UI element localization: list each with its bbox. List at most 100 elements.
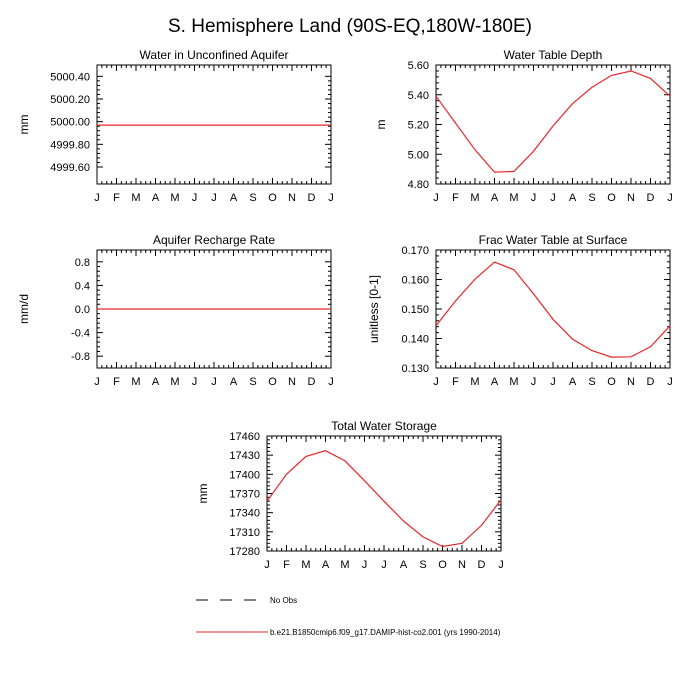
- panel-title: Frac Water Table at Surface: [479, 233, 628, 247]
- x-tick-label: M: [170, 376, 179, 388]
- x-tick-label: S: [588, 376, 595, 388]
- x-tick-label: J: [381, 559, 387, 571]
- x-tick-label: A: [322, 559, 330, 571]
- x-tick-label: J: [192, 376, 198, 388]
- figure-title: S. Hemisphere Land (90S-EQ,180W-180E): [168, 16, 532, 37]
- panel-title: Aquifer Recharge Rate: [153, 233, 275, 247]
- y-tick-label: 4999.80: [50, 139, 90, 151]
- x-tick-label: O: [607, 192, 616, 204]
- x-tick-label: J: [433, 192, 439, 204]
- x-tick-label: N: [288, 376, 296, 388]
- y-tick-label: 17430: [229, 450, 260, 462]
- panel-title: Water Table Depth: [504, 48, 603, 62]
- y-tick-label: 0.8: [75, 257, 90, 269]
- x-tick-label: F: [452, 376, 459, 388]
- x-tick-label: A: [569, 192, 577, 204]
- y-axis-label: m: [374, 120, 388, 130]
- x-tick-label: D: [308, 192, 316, 204]
- x-tick-label: A: [230, 192, 238, 204]
- legend: No Obs b.e21.B1850cmip6.f09_g17.DAMIP-hi…: [196, 596, 501, 637]
- x-tick-label: J: [94, 192, 100, 204]
- plot-frame: [266, 435, 502, 552]
- x-tick-label: N: [288, 192, 296, 204]
- y-tick-label: 5000.40: [50, 71, 90, 83]
- x-tick-label: J: [211, 192, 217, 204]
- x-tick-label: M: [340, 559, 349, 571]
- x-tick-label: D: [308, 376, 316, 388]
- x-tick-label: M: [131, 192, 140, 204]
- x-tick-label: J: [192, 192, 198, 204]
- y-tick-label: 0.150: [401, 304, 429, 316]
- x-tick-label: A: [230, 376, 238, 388]
- x-tick-label: F: [283, 559, 290, 571]
- x-tick-label: S: [419, 559, 426, 571]
- y-tick-label: 0.0: [75, 304, 90, 316]
- x-tick-label: M: [470, 376, 479, 388]
- x-tick-label: M: [509, 192, 518, 204]
- x-tick-label: J: [94, 376, 100, 388]
- plot-frame: [435, 64, 671, 185]
- x-tick-label: A: [400, 559, 408, 571]
- y-tick-label: 17370: [229, 489, 260, 501]
- x-tick-label: F: [452, 192, 459, 204]
- y-axis-label: mm: [17, 115, 31, 135]
- y-axis-label: mm/d: [17, 294, 31, 324]
- y-tick-label: 5.60: [408, 60, 429, 72]
- x-tick-label: D: [647, 192, 655, 204]
- panel-title: Total Water Storage: [331, 419, 437, 433]
- x-tick-label: S: [588, 192, 595, 204]
- x-tick-label: O: [438, 559, 447, 571]
- x-tick-label: J: [328, 376, 334, 388]
- x-tick-label: M: [509, 376, 518, 388]
- x-tick-label: A: [491, 376, 499, 388]
- y-tick-label: 17400: [229, 469, 260, 481]
- y-tick-label: 0.140: [401, 334, 429, 346]
- y-tick-label: 5.40: [408, 90, 429, 102]
- series-line-1: [435, 261, 671, 358]
- x-tick-label: J: [667, 192, 673, 204]
- x-tick-label: O: [268, 192, 277, 204]
- x-tick-label: J: [550, 192, 556, 204]
- y-tick-label: 0.4: [75, 280, 90, 292]
- x-tick-label: J: [264, 559, 270, 571]
- y-tick-label: 0.170: [401, 245, 429, 257]
- x-tick-label: F: [113, 192, 120, 204]
- x-tick-label: M: [131, 376, 140, 388]
- series-line-1: [435, 70, 671, 173]
- x-tick-label: J: [211, 376, 217, 388]
- x-tick-label: D: [478, 559, 486, 571]
- x-tick-label: A: [491, 192, 499, 204]
- x-tick-label: J: [531, 376, 537, 388]
- y-tick-label: 5.20: [408, 120, 429, 132]
- series-line-1: [266, 450, 502, 548]
- x-tick-label: N: [627, 376, 635, 388]
- x-tick-label: O: [607, 376, 616, 388]
- y-tick-label: 5.00: [408, 149, 429, 161]
- plot-frame: [435, 249, 671, 369]
- x-tick-label: J: [550, 376, 556, 388]
- y-tick-label: -0.4: [71, 328, 90, 340]
- x-tick-label: J: [667, 376, 673, 388]
- x-tick-label: F: [113, 376, 120, 388]
- x-tick-label: A: [152, 192, 160, 204]
- x-tick-label: O: [268, 376, 277, 388]
- x-tick-label: J: [498, 559, 504, 571]
- x-tick-label: M: [301, 559, 310, 571]
- y-axis-label: unitless [0-1]: [367, 275, 381, 343]
- x-tick-label: J: [328, 192, 334, 204]
- x-tick-label: D: [647, 376, 655, 388]
- y-tick-label: 0.130: [401, 363, 429, 375]
- y-tick-label: 4999.60: [50, 162, 90, 174]
- x-tick-label: N: [458, 559, 466, 571]
- x-tick-label: S: [249, 376, 256, 388]
- y-tick-label: 4.80: [408, 179, 429, 191]
- legend-label-model: b.e21.B1850cmip6.f09_g17.DAMIP-hist-co2.…: [270, 628, 501, 637]
- y-tick-label: 17280: [229, 546, 260, 558]
